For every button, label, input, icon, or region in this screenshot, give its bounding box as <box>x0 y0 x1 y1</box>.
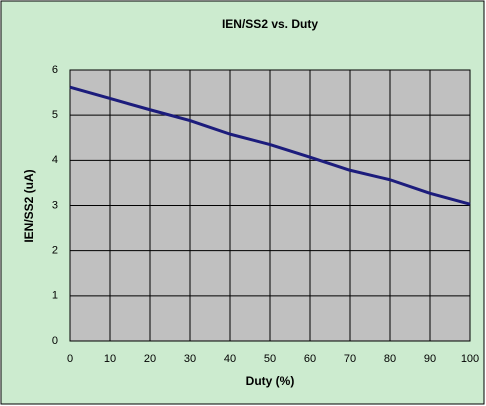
y-tick-label: 1 <box>52 290 58 302</box>
x-tick-label: 30 <box>184 353 196 365</box>
x-tick-label: 70 <box>344 353 356 365</box>
x-tick-label: 10 <box>104 353 116 365</box>
x-tick-label: 20 <box>144 353 156 365</box>
x-tick-label: 0 <box>67 353 73 365</box>
y-tick-label: 4 <box>52 154 58 166</box>
x-tick-label: 100 <box>461 353 479 365</box>
line-series <box>69 85 471 206</box>
y-tick-label: 3 <box>52 199 58 211</box>
y-tick-label: 6 <box>52 64 58 76</box>
x-tick-label: 80 <box>384 353 396 365</box>
x-tick-label: 40 <box>224 353 236 365</box>
chart-title: IEN/SS2 vs. Duty <box>222 17 318 31</box>
y-tick-label: 0 <box>52 335 58 347</box>
y-tick-label: 5 <box>52 109 58 121</box>
y-tick-label: 2 <box>52 245 58 257</box>
x-tick-label: 90 <box>424 353 436 365</box>
x-tick-label: 60 <box>304 353 316 365</box>
y-axis-label: IEN/SS2 (uA) <box>22 169 36 242</box>
x-tick-label: 50 <box>264 353 276 365</box>
x-axis-label: Duty (%) <box>246 374 295 388</box>
